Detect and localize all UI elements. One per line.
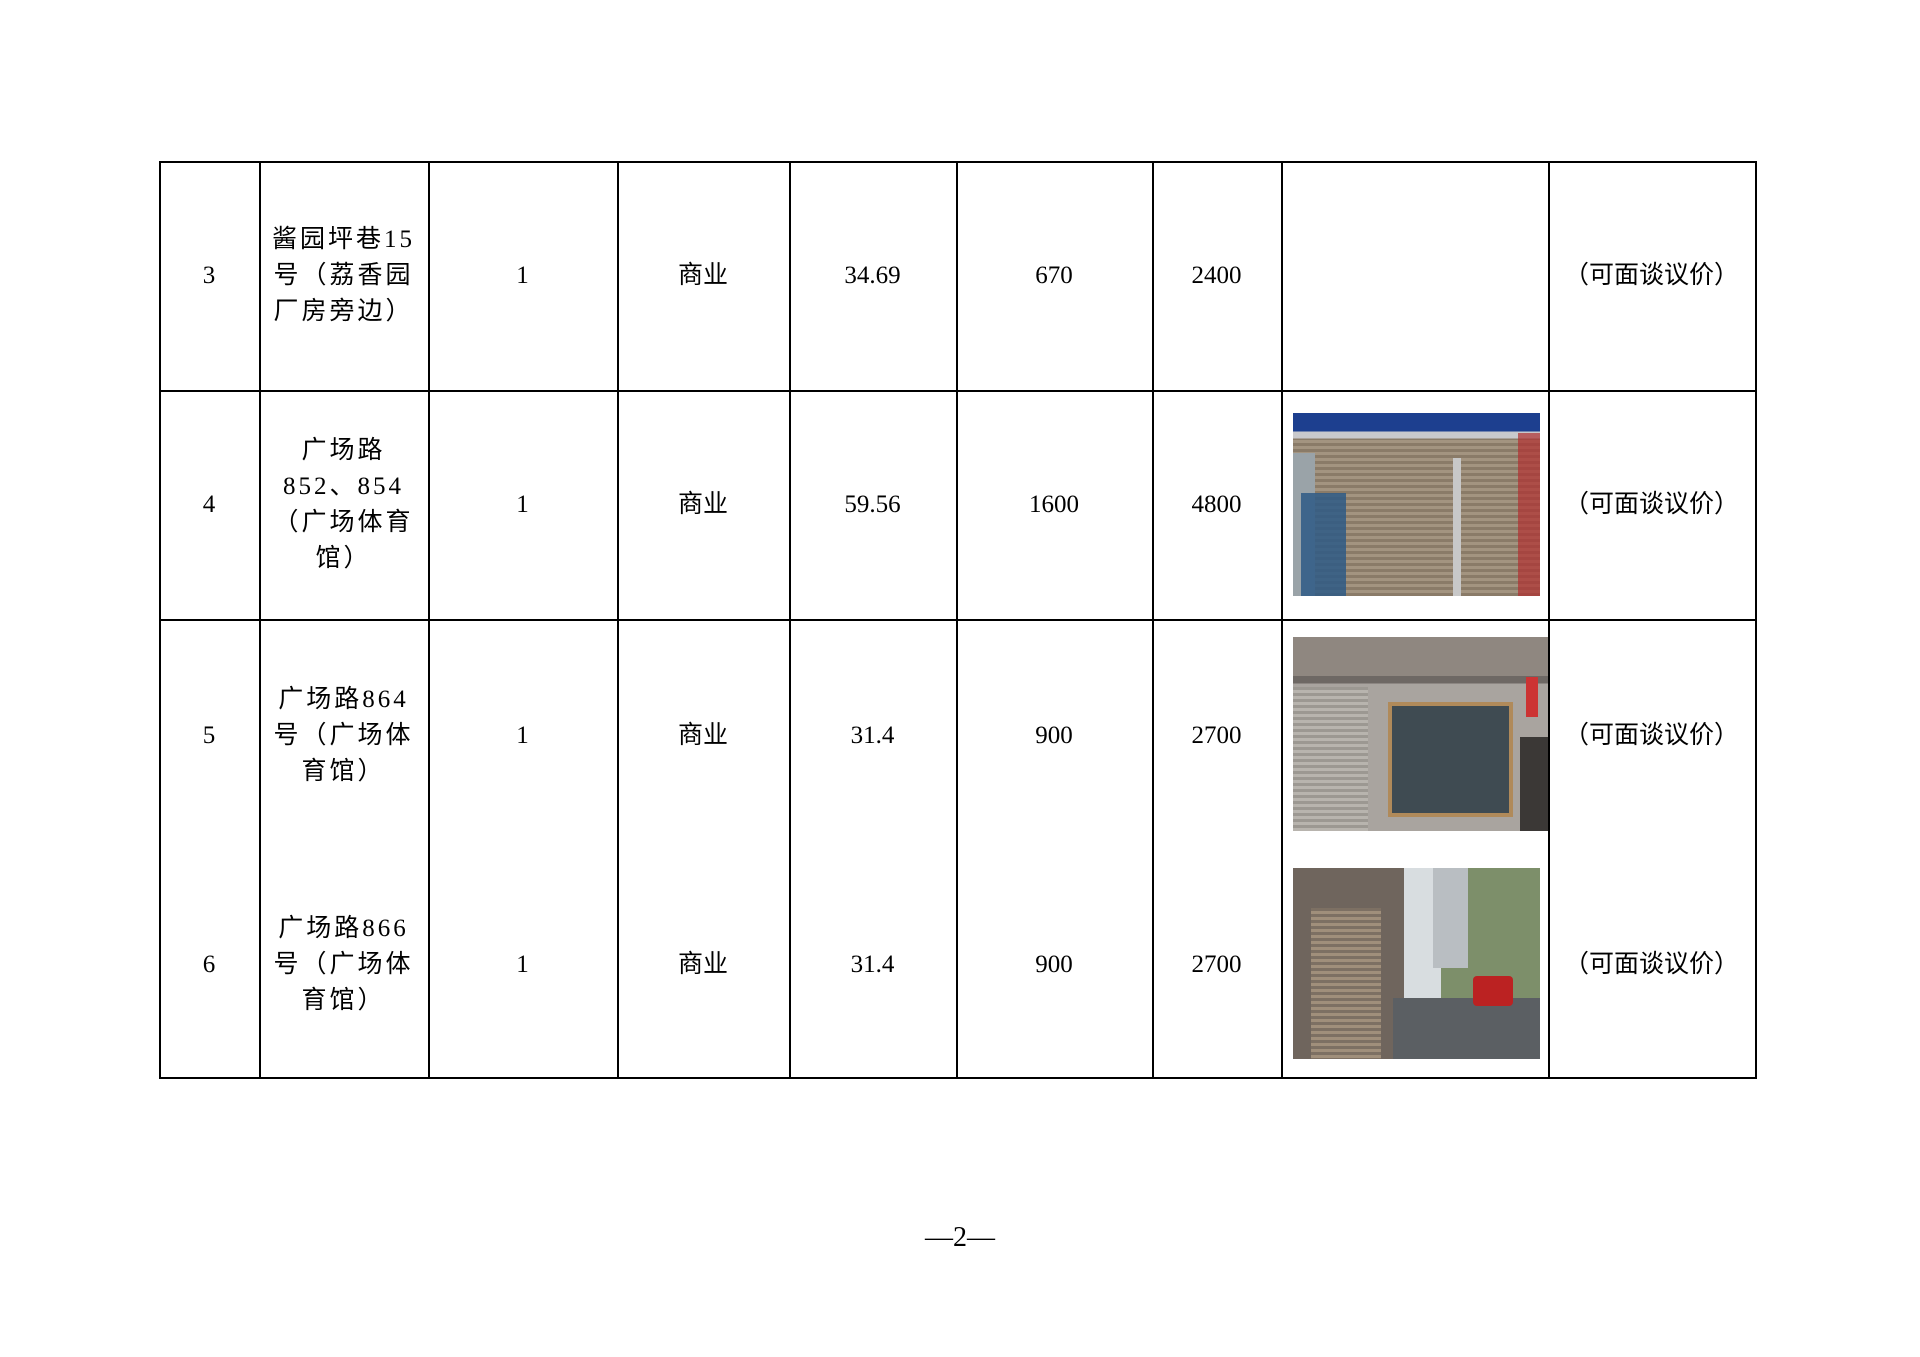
cell-area: 31.4 — [850, 721, 895, 749]
cell-no: 4 — [202, 490, 216, 518]
cell-count: 1 — [516, 950, 529, 978]
col-divider — [259, 162, 261, 1079]
col-divider — [1548, 162, 1550, 1079]
page-number: —2— — [925, 1222, 995, 1253]
cell-area: 31.4 — [850, 950, 895, 978]
cell-no: 5 — [202, 721, 216, 749]
cell-deposit: 2700 — [1191, 721, 1242, 749]
cell-area: 59.56 — [844, 490, 901, 518]
table-border — [159, 1077, 1757, 1079]
cell-deposit: 2700 — [1191, 950, 1242, 978]
col-divider — [159, 162, 161, 1079]
cell-address: 广场路864号（广场体育馆） — [273, 685, 414, 785]
cell-address: 酱园坪巷15号（荔香园厂房旁边） — [271, 226, 415, 325]
cell-rent: 900 — [1035, 721, 1073, 749]
storefront-photo — [1293, 868, 1540, 1059]
table-border — [159, 161, 1757, 163]
cell-count: 1 — [516, 721, 529, 749]
row-divider — [159, 619, 1757, 621]
cell-use: 商业 — [677, 490, 728, 518]
cell-no: 6 — [202, 950, 216, 978]
col-divider — [428, 162, 430, 1079]
col-divider — [1152, 162, 1154, 1079]
cell-count: 1 — [516, 490, 529, 518]
cell-deposit: 4800 — [1191, 490, 1242, 518]
col-divider — [789, 162, 791, 1079]
col-divider — [1281, 162, 1283, 1079]
cell-address: 广场路852、854（广场体育馆） — [273, 436, 414, 572]
cell-rent: 1600 — [1029, 490, 1079, 518]
cell-count: 1 — [516, 262, 529, 289]
table-border — [1755, 162, 1757, 1079]
cell-rent: 670 — [1035, 262, 1073, 289]
cell-no: 3 — [202, 262, 216, 289]
cell-address: 广场路866号（广场体育馆） — [273, 914, 414, 1014]
cell-note: （可面谈议价） — [1563, 262, 1739, 289]
cell-use: 商业 — [677, 721, 728, 749]
cell-use: 商业 — [677, 950, 728, 978]
storefront-photo — [1293, 637, 1548, 831]
col-divider — [617, 162, 619, 1079]
cell-area: 34.69 — [844, 262, 901, 289]
cell-note: （可面谈议价） — [1563, 950, 1739, 978]
col-divider — [956, 162, 958, 1079]
row-divider — [159, 390, 1757, 392]
cell-use: 商业 — [677, 262, 728, 289]
cell-note: （可面谈议价） — [1563, 721, 1739, 749]
cell-deposit: 2400 — [1191, 262, 1242, 289]
storefront-photo — [1293, 413, 1540, 596]
cell-rent: 900 — [1035, 950, 1073, 978]
cell-note: （可面谈议价） — [1563, 490, 1739, 518]
